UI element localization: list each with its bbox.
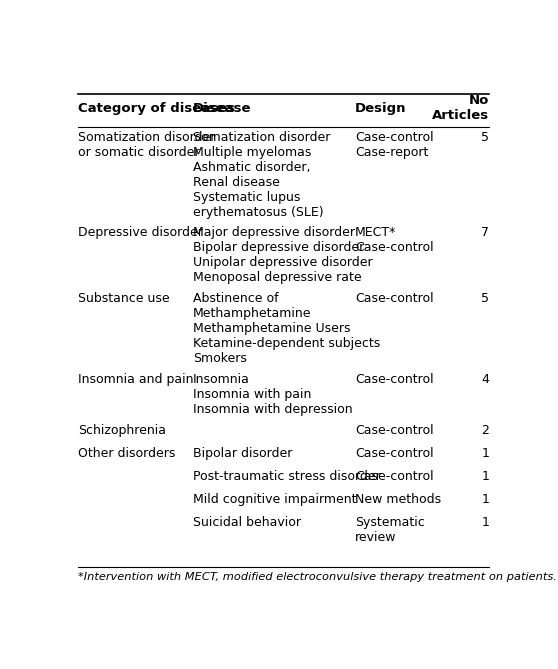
Text: 4: 4 (482, 373, 489, 385)
Text: 1: 1 (482, 448, 489, 460)
Text: Case-control
Case-report: Case-control Case-report (355, 131, 434, 159)
Text: Case-control: Case-control (355, 448, 434, 460)
Text: Somatization disorder
or somatic disorder: Somatization disorder or somatic disorde… (78, 131, 216, 159)
Text: Schizophrenia: Schizophrenia (78, 424, 166, 438)
Text: Category of diseases: Category of diseases (78, 102, 235, 115)
Text: Abstinence of
Methamphetamine
Methamphetamine Users
Ketamine-dependent subjects
: Abstinence of Methamphetamine Methamphet… (193, 292, 380, 365)
Text: New methods: New methods (355, 493, 441, 506)
Text: 1: 1 (482, 493, 489, 506)
Text: Substance use: Substance use (78, 292, 170, 305)
Text: MECT*
Case-control: MECT* Case-control (355, 226, 434, 254)
Text: Systematic
review: Systematic review (355, 516, 425, 544)
Text: Case-control: Case-control (355, 424, 434, 438)
Text: Depressive disorder: Depressive disorder (78, 226, 203, 239)
Text: *Intervention with MECT, modified electroconvulsive therapy treatment on patient: *Intervention with MECT, modified electr… (78, 571, 557, 581)
Text: Insomnia
Insomnia with pain
Insomnia with depression: Insomnia Insomnia with pain Insomnia wit… (193, 373, 353, 415)
Text: No
Articles: No Articles (432, 94, 489, 122)
Text: 5: 5 (481, 131, 489, 144)
Text: Mild cognitive impairment: Mild cognitive impairment (193, 493, 357, 506)
Text: 2: 2 (482, 424, 489, 438)
Text: 1: 1 (482, 516, 489, 529)
Text: Somatization disorder
Multiple myelomas
Ashmatic disorder,
Renal disease
Systema: Somatization disorder Multiple myelomas … (193, 131, 330, 219)
Text: Design: Design (355, 102, 407, 115)
Text: Insomnia and pain: Insomnia and pain (78, 373, 194, 385)
Text: Major depressive disorder
Bipolar depressive disorder
Unipolar depressive disord: Major depressive disorder Bipolar depres… (193, 226, 373, 284)
Text: 5: 5 (481, 292, 489, 305)
Text: Other disorders: Other disorders (78, 448, 176, 460)
Text: Case-control: Case-control (355, 292, 434, 305)
Text: Disease: Disease (193, 102, 252, 115)
Text: 7: 7 (481, 226, 489, 239)
Text: Case-control: Case-control (355, 470, 434, 483)
Text: Case-control: Case-control (355, 373, 434, 385)
Text: 1: 1 (482, 470, 489, 483)
Text: Suicidal behavior: Suicidal behavior (193, 516, 301, 529)
Text: Post-traumatic stress disorder: Post-traumatic stress disorder (193, 470, 381, 483)
Text: Bipolar disorder: Bipolar disorder (193, 448, 292, 460)
